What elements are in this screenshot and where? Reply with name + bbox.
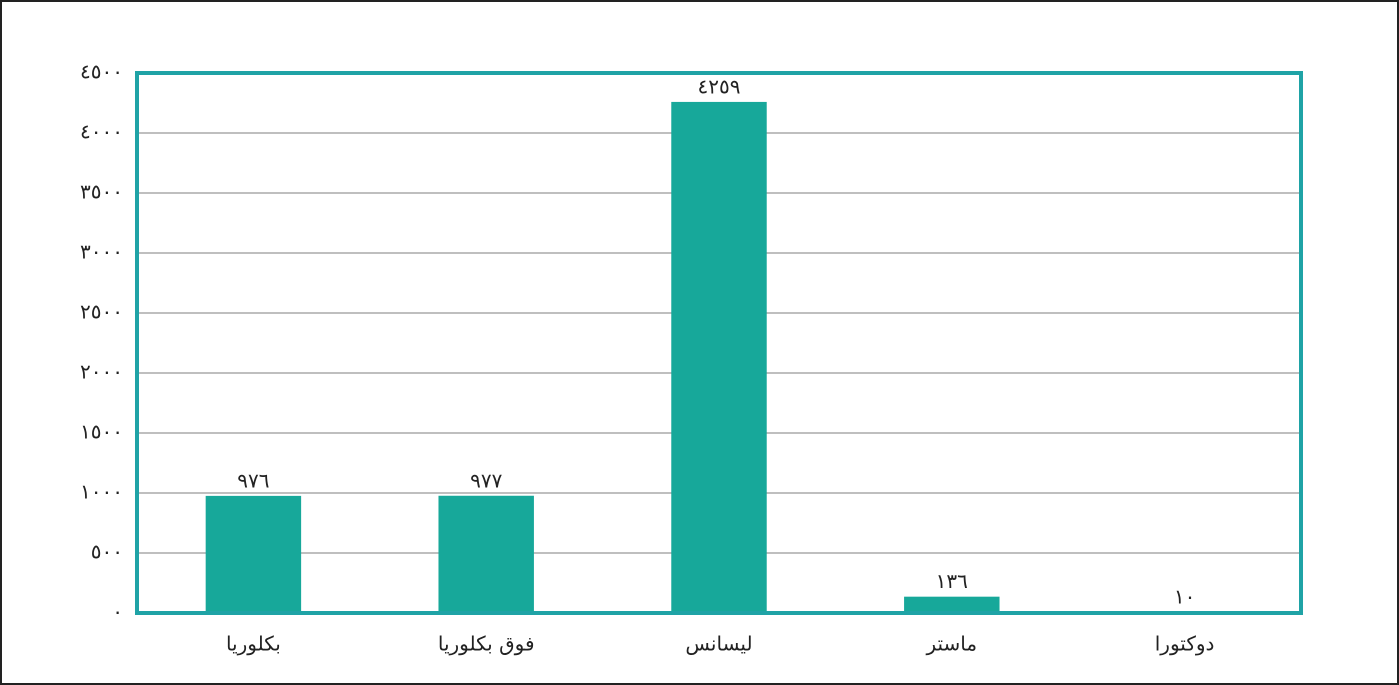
bar <box>205 495 302 613</box>
value-label: ١٣٦ <box>936 569 968 593</box>
x-tick-label: بكلوريا <box>226 632 281 656</box>
value-label: ٩٧٧ <box>470 468 502 492</box>
plot-frame <box>135 71 1303 615</box>
x-tick-label: دوكتورا <box>1155 632 1215 656</box>
y-tick-label: ٢٠٠٠ <box>80 360 123 384</box>
x-tick-label: فوق بكلوريا <box>438 632 535 656</box>
x-tick-label: ليسانس <box>685 632 752 656</box>
y-tick-label: ٣٠٠٠ <box>80 240 123 264</box>
x-tick-label: ماستر <box>925 632 977 656</box>
value-label: ٩٧٦ <box>237 468 269 492</box>
y-tick-label: ٢٥٠٠ <box>80 300 123 324</box>
bar <box>438 495 534 613</box>
y-tick-label: ٣٥٠٠ <box>80 180 123 204</box>
bar <box>904 596 1000 613</box>
bar <box>671 101 767 614</box>
value-label: ١٠ <box>1174 584 1195 608</box>
y-tick-label: ١٠٠٠ <box>80 480 123 504</box>
y-tick-label: ١٥٠٠ <box>80 420 123 444</box>
value-label: ٤٢٥٩ <box>698 74 741 98</box>
y-tick-label: ٤٠٠٠ <box>80 120 123 144</box>
y-tick-label: ٥٠٠ <box>91 540 123 564</box>
y-tick-label: ٤٥٠٠ <box>80 60 123 84</box>
y-tick-label: ٠ <box>112 600 123 624</box>
